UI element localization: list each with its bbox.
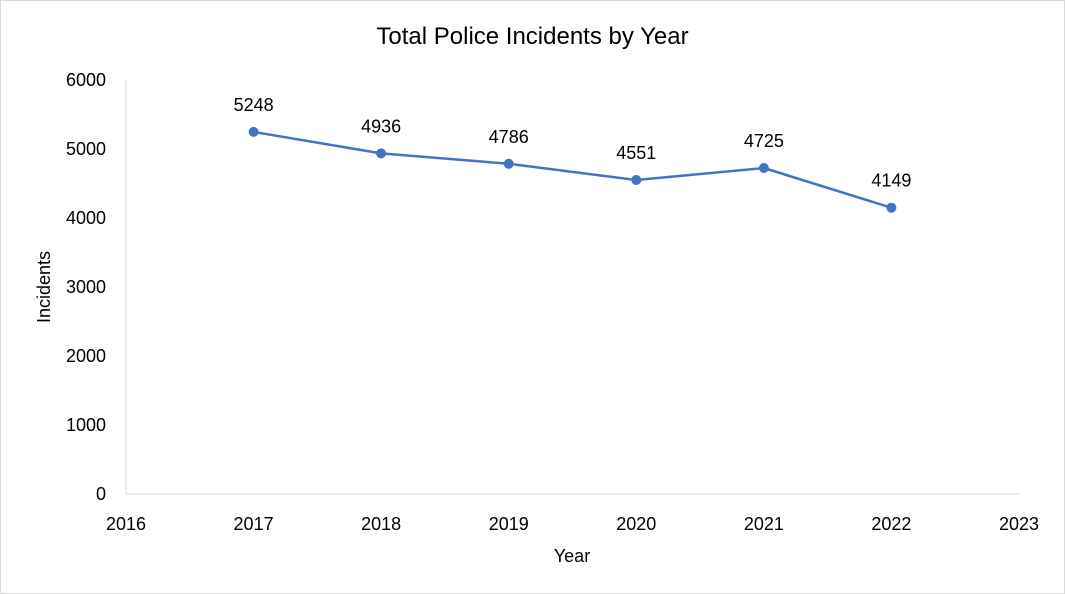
x-tick-label: 2017 <box>234 514 274 534</box>
x-tick-label: 2023 <box>999 514 1039 534</box>
data-label: 4936 <box>361 116 401 136</box>
series-line <box>253 130 892 209</box>
y-tick-label: 4000 <box>66 208 106 228</box>
x-tick-label: 2019 <box>489 514 529 534</box>
x-tick-label: 2022 <box>871 514 911 534</box>
data-label: 4551 <box>616 143 656 163</box>
data-label: 4786 <box>489 127 529 147</box>
y-tick-label: 5000 <box>66 139 106 159</box>
data-point <box>503 158 514 169</box>
data-point <box>758 163 769 173</box>
y-axis-title: Incidents <box>34 251 54 323</box>
y-tick-label: 1000 <box>66 415 106 435</box>
x-tick-label: 2018 <box>361 514 401 534</box>
data-point <box>376 148 387 159</box>
y-tick-label: 0 <box>96 484 106 504</box>
axes <box>125 80 1019 495</box>
x-tick-label: 2020 <box>616 514 656 534</box>
data-label: 4725 <box>744 131 784 151</box>
y-tick-label: 3000 <box>66 277 106 297</box>
x-tick-label: 2021 <box>744 514 784 534</box>
x-ticks: 2016 2017 2018 2019 2020 2021 2022 2023 <box>106 514 1039 534</box>
data-point <box>886 202 897 213</box>
x-axis-title: Year <box>554 546 590 566</box>
y-tick-label: 2000 <box>66 346 106 366</box>
data-label: 5248 <box>234 95 274 115</box>
chart-title: Total Police Incidents by Year <box>376 23 689 50</box>
data-labels: 5248 4936 4786 4551 4725 4149 <box>234 95 912 191</box>
x-tick-label: 2016 <box>106 514 146 534</box>
data-point <box>631 175 642 185</box>
data-label: 4149 <box>871 171 911 191</box>
y-tick-label: 6000 <box>66 70 106 90</box>
y-ticks: 0 1000 2000 3000 4000 5000 6000 <box>66 70 106 504</box>
data-point <box>248 126 259 137</box>
series <box>248 126 897 213</box>
